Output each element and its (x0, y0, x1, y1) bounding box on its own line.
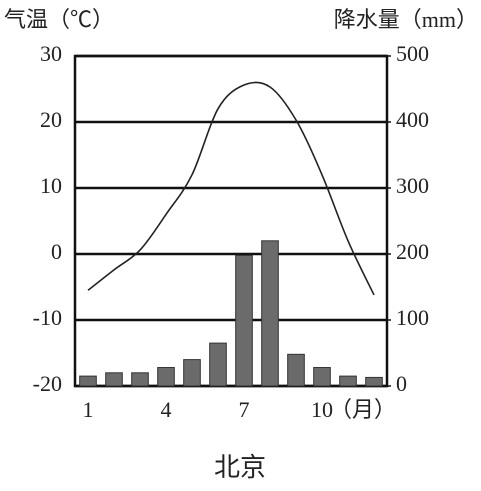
y2-tick-label: 300 (396, 173, 429, 198)
y2-tick-label: 0 (396, 371, 407, 396)
bar (209, 342, 227, 387)
x-tick-label: 1 (83, 397, 94, 422)
x-tick-label: 10 (311, 397, 333, 422)
chart-title: 北京 (214, 453, 266, 482)
bar (105, 372, 123, 387)
y-tick-label: 0 (51, 239, 62, 264)
bar (183, 359, 201, 387)
bar (157, 367, 175, 387)
x-tick-label: 7 (239, 397, 250, 422)
y-tick-label: -20 (33, 371, 62, 396)
y2-axis-label: 降水量（mm） (334, 7, 478, 32)
y2-tick-label: 200 (396, 239, 429, 264)
x-axis-label: （月） (330, 397, 396, 422)
bar (131, 372, 149, 387)
y2-tick-label: 400 (396, 107, 429, 132)
bar (365, 376, 383, 387)
y2-tick-label: 100 (396, 305, 429, 330)
bar (79, 375, 97, 387)
temperature-line (87, 81, 375, 296)
bar (261, 240, 279, 387)
bar (339, 375, 357, 387)
y2-tick-label: 500 (396, 41, 429, 66)
x-tick-label: 4 (161, 397, 172, 422)
y-axis-label: 气温（℃） (4, 7, 114, 32)
y-tick-label: -10 (33, 305, 62, 330)
bar (313, 367, 331, 387)
bar (235, 254, 253, 387)
y-tick-label: 10 (40, 173, 62, 198)
plot-frame (73, 54, 389, 388)
y-tick-label: 30 (40, 41, 62, 66)
y-tick-label: 20 (40, 107, 62, 132)
bar (287, 353, 305, 387)
